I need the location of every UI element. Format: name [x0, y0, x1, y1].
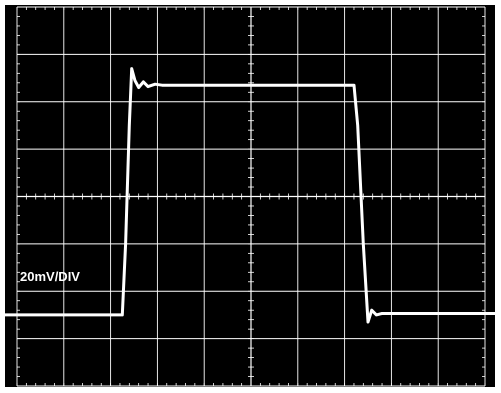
graticule — [16, 6, 486, 387]
trace-line — [2, 67, 498, 324]
vertical-scale-label: 20mV/DIV — [20, 269, 80, 284]
signal-trace — [2, 67, 498, 324]
screen-frame — [3, 3, 497, 389]
